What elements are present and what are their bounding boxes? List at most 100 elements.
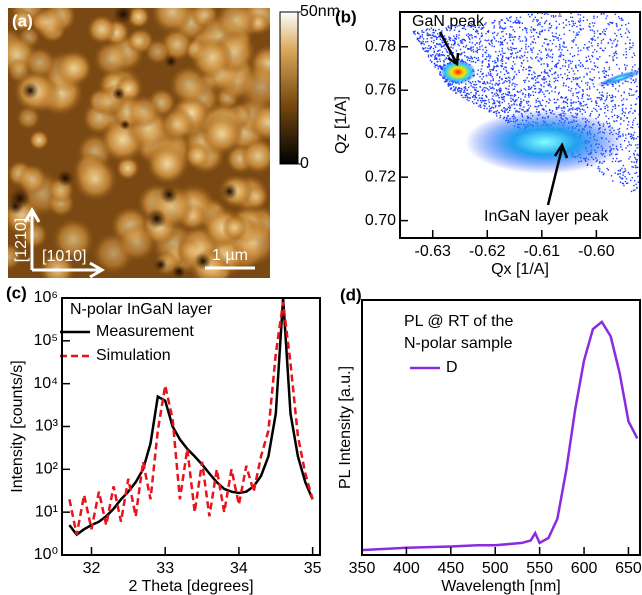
speckle bbox=[616, 24, 618, 26]
afm-pit bbox=[119, 119, 131, 131]
speckle bbox=[521, 108, 523, 111]
speckle bbox=[535, 99, 537, 101]
x-tick-label: 33 bbox=[156, 560, 174, 577]
speckle bbox=[577, 70, 579, 72]
afm-pit bbox=[9, 187, 31, 210]
speckle bbox=[577, 20, 580, 22]
speckle bbox=[510, 67, 512, 69]
speckle bbox=[546, 38, 548, 41]
speckle bbox=[431, 34, 434, 36]
speckle bbox=[630, 104, 632, 106]
speckle bbox=[488, 64, 490, 66]
speckle bbox=[504, 27, 507, 29]
speckle bbox=[443, 61, 445, 63]
speckle bbox=[499, 104, 501, 107]
speckle bbox=[619, 176, 621, 178]
speckle bbox=[635, 166, 638, 169]
speckle bbox=[598, 77, 601, 79]
speckle bbox=[600, 42, 603, 44]
speckle bbox=[485, 22, 487, 24]
speckle bbox=[468, 97, 470, 99]
speckle bbox=[589, 113, 592, 115]
speckle bbox=[438, 58, 441, 60]
speckle bbox=[591, 68, 593, 70]
speckle bbox=[582, 28, 584, 30]
speckle bbox=[560, 107, 563, 109]
speckle bbox=[617, 29, 620, 31]
speckle bbox=[511, 68, 514, 71]
speckle bbox=[561, 77, 564, 79]
speckle bbox=[471, 37, 473, 39]
speckle bbox=[515, 47, 517, 50]
speckle bbox=[610, 96, 612, 99]
speckle bbox=[570, 12, 572, 15]
speckle bbox=[481, 65, 483, 67]
speckle bbox=[502, 30, 504, 33]
speckle bbox=[629, 39, 631, 41]
speckle bbox=[562, 41, 565, 43]
speckle bbox=[572, 107, 574, 109]
speckle bbox=[433, 51, 435, 53]
speckle bbox=[592, 51, 594, 54]
afm-grain bbox=[144, 38, 171, 65]
speckle bbox=[544, 71, 546, 73]
speckle bbox=[436, 43, 438, 45]
speckle bbox=[492, 86, 494, 88]
speckle bbox=[425, 50, 428, 52]
speckle bbox=[536, 108, 538, 111]
speckle bbox=[422, 47, 424, 49]
speckle bbox=[549, 56, 551, 58]
speckle bbox=[570, 101, 572, 104]
speckle bbox=[527, 101, 530, 103]
x-tick-label: 500 bbox=[482, 560, 509, 577]
speckle bbox=[545, 81, 548, 83]
speckle bbox=[474, 94, 476, 97]
speckle bbox=[445, 49, 448, 51]
speckle bbox=[498, 102, 501, 104]
speckle bbox=[507, 19, 509, 21]
speckle bbox=[610, 7, 611, 8]
speckle bbox=[441, 54, 444, 56]
speckle bbox=[609, 21, 611, 24]
speckle bbox=[520, 98, 522, 100]
speckle bbox=[470, 55, 472, 58]
speckle bbox=[533, 29, 535, 32]
speckle bbox=[634, 172, 636, 174]
speckle bbox=[495, 110, 497, 113]
speckle bbox=[488, 110, 490, 113]
speckle bbox=[485, 95, 488, 98]
speckle bbox=[537, 19, 539, 21]
speckle bbox=[428, 28, 431, 31]
speckle bbox=[539, 74, 541, 77]
speckle bbox=[464, 46, 467, 48]
speckle bbox=[439, 73, 441, 76]
speckle bbox=[524, 27, 526, 29]
speckle bbox=[562, 101, 565, 103]
speckle bbox=[622, 54, 625, 56]
speckle bbox=[501, 58, 503, 60]
speckle bbox=[532, 91, 534, 93]
speckle bbox=[526, 60, 529, 62]
speckle bbox=[590, 38, 593, 40]
speckle bbox=[414, 30, 416, 32]
speckle bbox=[505, 33, 508, 35]
speckle bbox=[439, 55, 441, 57]
speckle bbox=[493, 111, 496, 113]
speckle bbox=[482, 26, 485, 28]
speckle bbox=[616, 43, 618, 46]
speckle bbox=[637, 136, 639, 138]
rsm-map bbox=[412, 7, 640, 193]
speckle bbox=[514, 85, 516, 88]
speckle bbox=[546, 43, 549, 45]
speckle bbox=[473, 23, 475, 25]
speckle bbox=[556, 37, 558, 39]
speckle bbox=[560, 54, 563, 56]
speckle bbox=[581, 97, 583, 100]
speckle bbox=[479, 86, 481, 88]
speckle bbox=[505, 62, 507, 64]
speckle bbox=[636, 85, 638, 88]
speckle bbox=[432, 32, 434, 34]
speckle bbox=[447, 85, 450, 87]
speckle bbox=[504, 80, 507, 82]
speckle bbox=[558, 15, 560, 17]
